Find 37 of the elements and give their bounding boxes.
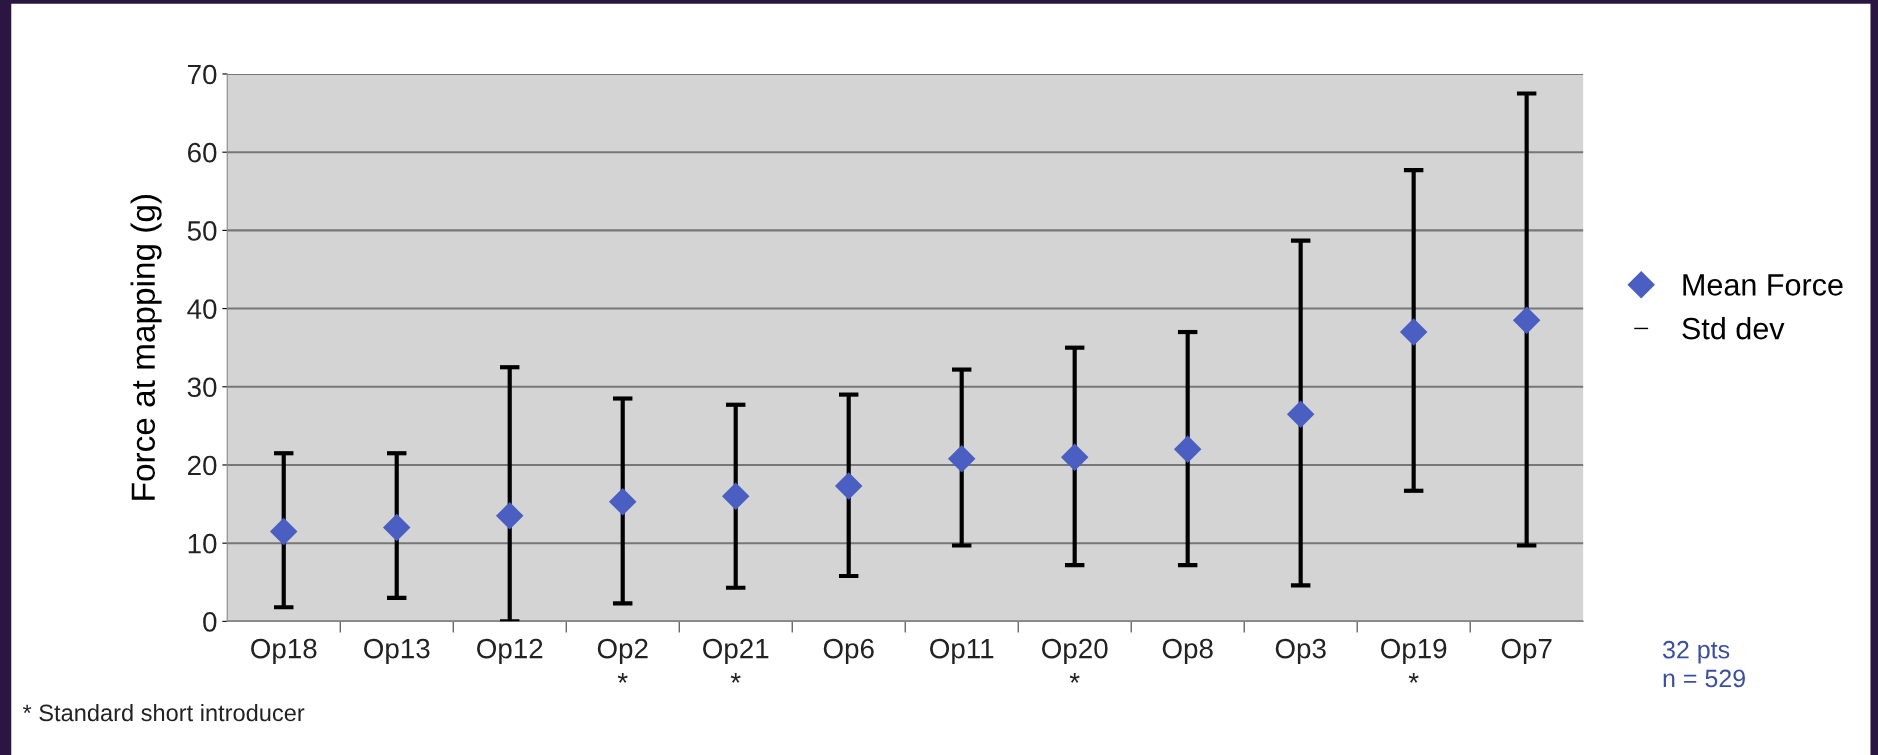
text: 32 pts n = 529 (1662, 640, 1745, 688)
y-tick-label: 0 (203, 612, 217, 632)
x-tick-label: Op8 (1162, 638, 1213, 664)
x-tick-label: Op12 (477, 638, 543, 664)
y-axis-title: Force at mapping (g) (130, 195, 162, 500)
point (1061, 443, 1089, 471)
x-tick-label: Op18 (251, 638, 317, 664)
y-tick-label: 70 (188, 64, 217, 85)
x-tick-label: Op7 (1501, 638, 1552, 664)
point (1287, 400, 1315, 428)
point (1513, 306, 1541, 334)
x-tick-label: Op11 (930, 638, 994, 664)
point (835, 472, 863, 500)
x-tick-label: Op3 (1275, 638, 1326, 664)
point (948, 445, 976, 473)
y-tick-label: 30 (187, 377, 217, 398)
y-tick-label: 40 (187, 299, 217, 319)
point (1400, 318, 1428, 346)
point (270, 517, 298, 545)
x-tick-label: Op20 * (1042, 638, 1108, 683)
x-tick-label: Op19 * (1381, 638, 1447, 683)
x-tick-label: Op13 (364, 638, 430, 664)
point (722, 482, 750, 510)
point (609, 488, 637, 516)
text: * Standard short introducer (22, 703, 305, 722)
point (383, 514, 411, 541)
point (496, 502, 524, 530)
x-tick-label: Op21 * (703, 638, 769, 683)
legend-label: Mean Force (1683, 274, 1843, 296)
point (1174, 435, 1202, 463)
y-tick-label: 50 (187, 221, 217, 241)
x-tick-label: Op6 (823, 638, 874, 664)
text: Std dev (1682, 317, 1785, 340)
y-tick-label: 60 (188, 142, 217, 163)
y-tick-label: 10 (188, 533, 217, 554)
x-tick-label: Op2 * (597, 638, 648, 683)
y-tick-label: 20 (188, 455, 217, 476)
